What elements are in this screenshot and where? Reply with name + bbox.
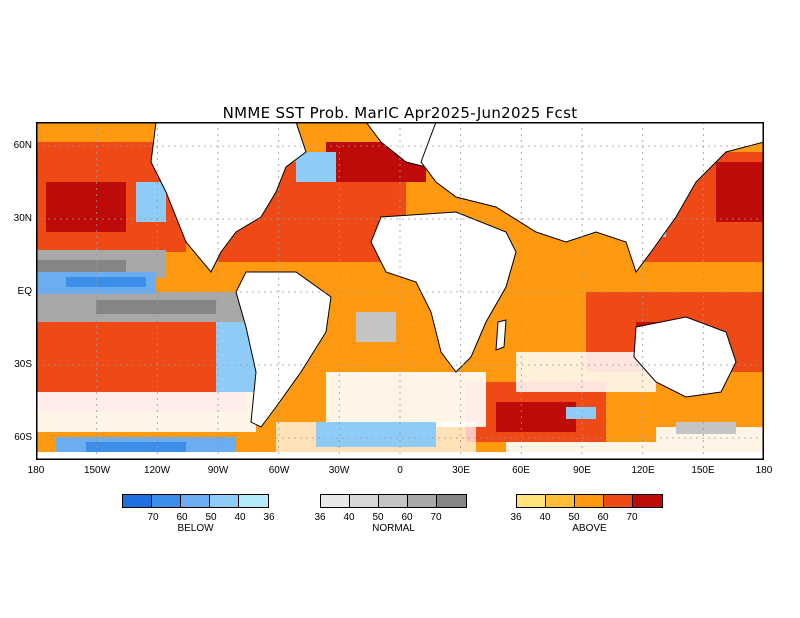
lon-label-90e: 90E xyxy=(573,465,591,476)
lon-label-30w: 30W xyxy=(328,465,350,476)
legend-normal-colorbar xyxy=(320,494,467,508)
legend-normal-tick: 40 xyxy=(343,512,355,523)
lat-label-eq: EQ xyxy=(17,286,32,297)
legend-above-swatch-36 xyxy=(517,495,546,507)
lon-label-120e: 120E xyxy=(631,465,655,476)
legend-normal-swatch-36 xyxy=(321,495,350,507)
map-title: NMME SST Prob. MarIC Apr2025-Jun2025 Fcs… xyxy=(222,104,578,122)
lon-label-150e: 150E xyxy=(691,465,715,476)
legend-normal-tick: 50 xyxy=(372,512,384,523)
legend-below-tick: 50 xyxy=(205,512,217,523)
legend-below-swatch-70 xyxy=(123,495,152,507)
legend-normal-swatch-50 xyxy=(379,495,408,507)
legend-below-swatch-60 xyxy=(152,495,181,507)
legend-below-tick: 40 xyxy=(234,512,246,523)
lon-label-180w: 180 xyxy=(27,465,45,476)
legend-normal-caption: NORMAL xyxy=(372,523,415,534)
legend-normal-tick: 60 xyxy=(401,512,413,523)
lon-label-60e: 60E xyxy=(512,465,530,476)
legend-normal-swatch-40 xyxy=(350,495,379,507)
lon-label-0: 0 xyxy=(397,465,403,476)
legend-below: 70 60 50 40 36 BELOW xyxy=(122,494,275,534)
legend-normal: 36 40 50 60 70 NORMAL xyxy=(314,494,467,534)
lat-label-30n: 30N xyxy=(13,213,32,224)
legend-above-swatch-70 xyxy=(633,495,662,507)
lon-label-150w: 150W xyxy=(83,465,111,476)
legend-above-tick: 36 xyxy=(510,512,522,523)
legend-normal-swatch-60 xyxy=(408,495,437,507)
legend-below-caption: BELOW xyxy=(177,523,214,534)
lon-label-180e: 180 xyxy=(755,465,773,476)
legend-above: 36 40 50 60 70 ABOVE xyxy=(510,494,663,534)
lon-label-120w: 120W xyxy=(143,465,171,476)
legend-below-tick: 36 xyxy=(263,512,275,523)
legend-above-swatch-50 xyxy=(575,495,604,507)
legend-below-tick: 60 xyxy=(176,512,188,523)
legend-below-swatch-50 xyxy=(181,495,210,507)
lat-label-60n: 60N xyxy=(13,140,32,151)
legend-above-colorbar xyxy=(516,494,663,508)
legend-above-tick: 50 xyxy=(568,512,580,523)
legend-below-swatch-40 xyxy=(210,495,239,507)
legend-above-swatch-60 xyxy=(604,495,633,507)
lon-label-90w: 90W xyxy=(207,465,229,476)
legend-normal-swatch-70 xyxy=(437,495,466,507)
legend-below-swatch-36 xyxy=(239,495,268,507)
legend-above-tick: 60 xyxy=(597,512,609,523)
legend-above-swatch-40 xyxy=(546,495,575,507)
legend-normal-tick: 36 xyxy=(314,512,326,523)
legend-below-colorbar xyxy=(122,494,269,508)
lat-label-60s: 60S xyxy=(14,432,32,443)
lon-label-60w: 60W xyxy=(268,465,290,476)
sst-probability-map xyxy=(36,122,764,460)
legend-above-tick: 40 xyxy=(539,512,551,523)
legend-normal-tick: 70 xyxy=(430,512,442,523)
legend-above-tick: 70 xyxy=(626,512,638,523)
legend-above-caption: ABOVE xyxy=(572,523,607,534)
lat-label-30s: 30S xyxy=(14,359,32,370)
legend-below-tick: 70 xyxy=(147,512,159,523)
lon-label-30e: 30E xyxy=(452,465,470,476)
